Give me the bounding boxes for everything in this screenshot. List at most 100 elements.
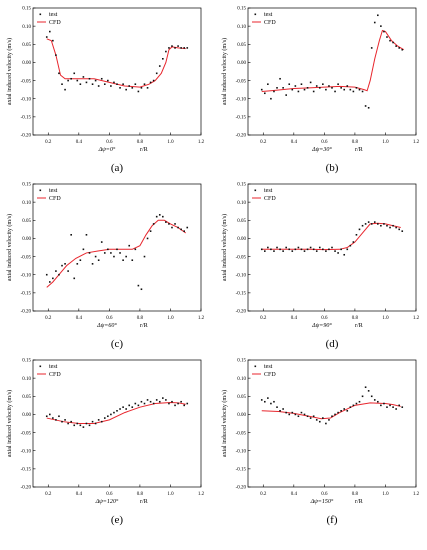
legend-test-marker	[39, 365, 42, 368]
test-data-point	[361, 224, 364, 227]
y-tick-label: -0.10	[236, 97, 247, 102]
test-data-point	[300, 248, 303, 251]
test-data-point	[140, 400, 143, 403]
y-tick-label: 0.05	[237, 43, 246, 48]
test-data-point	[267, 246, 269, 249]
test-data-point	[103, 417, 106, 419]
test-data-point	[49, 281, 51, 283]
test-data-point	[260, 399, 263, 401]
test-data-point	[349, 244, 352, 247]
test-data-point	[103, 83, 106, 85]
test-data-point	[116, 410, 118, 412]
test-data-point	[270, 248, 272, 251]
test-data-point	[377, 223, 379, 225]
x-tick-label: 1.2	[198, 492, 205, 497]
y-tick-label: 0.15	[237, 359, 246, 364]
test-data-point	[149, 81, 152, 84]
test-data-point	[355, 87, 358, 89]
test-data-point	[389, 226, 391, 229]
test-data-point	[364, 386, 367, 389]
test-data-point	[318, 246, 321, 249]
test-data-point	[355, 234, 358, 236]
x-axis-label: r/R	[140, 147, 148, 153]
test-data-point	[373, 399, 376, 401]
test-data-point	[155, 72, 158, 75]
test-data-point	[88, 424, 91, 427]
test-data-point	[340, 248, 342, 251]
cfd-series-line	[46, 401, 186, 424]
y-tick-label: 0.15	[237, 7, 246, 12]
chart-panel-3: 0.15 0.10 0.05 0.00 -0.05 -0.10 -0.15 -0.20 0.2 0…	[6, 183, 205, 350]
test-data-point	[303, 250, 306, 252]
test-data-point	[137, 284, 140, 287]
y-tick-label: -0.15	[21, 116, 32, 121]
y-tick-label: 0.05	[237, 395, 246, 400]
test-data-point	[162, 58, 164, 60]
legend-test-label: test	[49, 188, 58, 194]
test-data-point	[85, 81, 88, 84]
test-data-point	[122, 406, 124, 408]
test-data-point	[152, 79, 155, 82]
test-data-point	[288, 83, 291, 85]
chart-panel-5: 0.15 0.10 0.05 0.00 -0.05 -0.10 -0.15 -0.20 0.2 0…	[6, 359, 205, 526]
test-data-point	[67, 422, 69, 425]
test-data-point	[386, 36, 388, 38]
legend-test-label: test	[264, 364, 273, 370]
test-data-point	[113, 255, 115, 258]
test-data-point	[91, 263, 94, 265]
y-tick-label: 0.10	[22, 25, 31, 30]
test-data-point	[82, 426, 85, 428]
y-tick-label: -0.05	[21, 79, 32, 84]
legend-test-marker	[254, 365, 257, 368]
panel-tag: (a)	[111, 162, 124, 174]
test-data-point	[398, 228, 400, 231]
test-data-point	[343, 88, 346, 91]
test-data-point	[373, 21, 376, 24]
test-data-point	[137, 90, 140, 93]
chart-panel-4: 0.15 0.10 0.05 0.00 -0.05 -0.10 -0.15 -0.20 0.2 0…	[221, 183, 420, 350]
test-data-point	[380, 25, 382, 27]
y-tick-label: 0.05	[22, 219, 31, 224]
y-tick-label: -0.20	[236, 310, 247, 315]
test-data-point	[174, 404, 176, 407]
legend-cfd-label: CFD	[49, 196, 61, 202]
test-data-point	[361, 90, 364, 93]
chart-panel-2: 0.15 0.10 0.05 0.00 -0.05 -0.10 -0.15 -0.20 0.2 0…	[221, 7, 420, 174]
test-data-point	[97, 259, 100, 261]
phase-label: Δψ=120°	[95, 498, 119, 505]
test-data-point	[264, 250, 266, 252]
test-data-point	[334, 250, 336, 252]
x-tick-label: 1.2	[413, 492, 420, 497]
test-data-point	[100, 77, 103, 80]
test-data-point	[158, 65, 161, 67]
test-data-point	[113, 411, 115, 414]
y-tick-label: -0.10	[236, 449, 247, 454]
test-data-point	[134, 402, 137, 405]
test-data-point	[58, 72, 60, 75]
y-tick-label: -0.20	[21, 134, 32, 139]
y-tick-label: -0.05	[21, 255, 32, 260]
x-tick-label: 0.4	[291, 492, 298, 497]
test-data-point	[309, 81, 312, 84]
legend-test-label: test	[264, 188, 273, 194]
y-tick-label: -0.10	[21, 97, 32, 102]
test-data-point	[165, 50, 167, 53]
y-tick-label: 0.15	[22, 7, 31, 12]
test-data-point	[134, 83, 137, 85]
phase-label: Δψ=150°	[310, 498, 334, 505]
y-tick-label: 0.10	[237, 377, 246, 382]
panel-tag: (c)	[111, 338, 124, 350]
test-data-point	[303, 88, 306, 91]
test-data-point	[279, 410, 281, 412]
test-data-point	[367, 106, 370, 109]
x-tick-label: 0.8	[352, 316, 359, 321]
x-tick-label: 0.2	[45, 140, 52, 145]
test-data-point	[285, 246, 287, 249]
test-data-point	[328, 419, 330, 421]
test-data-point	[73, 277, 76, 280]
y-axis-label: axial induced velocity (m/s)	[6, 38, 13, 105]
test-data-point	[328, 248, 330, 251]
test-data-point	[273, 250, 275, 252]
phase-label: Δψ=0°	[98, 146, 116, 153]
test-data-point	[358, 228, 361, 231]
